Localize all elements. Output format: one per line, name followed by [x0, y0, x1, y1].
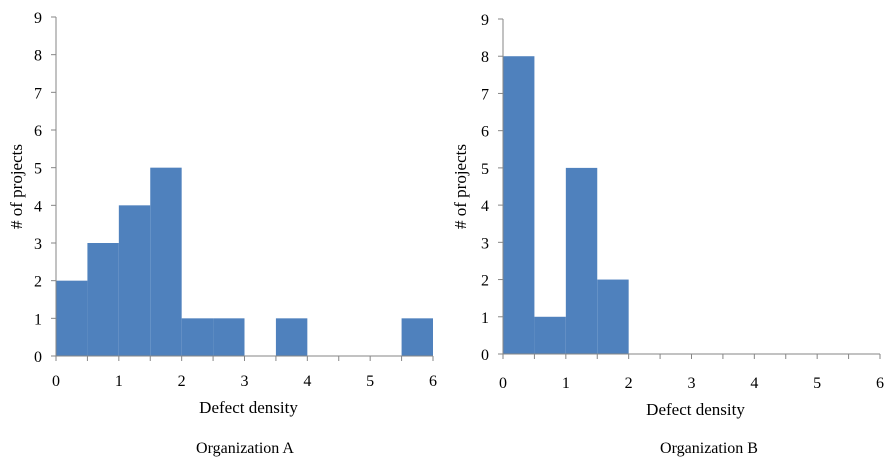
y-tick-label: 1: [481, 310, 489, 327]
y-tick-label: 4: [481, 198, 489, 215]
x-tick-label: 0: [499, 375, 507, 392]
caption-organization-b: Organization B: [660, 440, 758, 457]
y-tick-label: 9: [481, 12, 489, 29]
x-tick-label: 4: [303, 373, 311, 390]
histogram-bar: [275, 318, 308, 356]
x-tick-label: 2: [178, 373, 186, 390]
histogram-organization-a: 0 1 2 3 4 5 6 7 8 9 0 1 2 3 4 5 6 Defect density # of proj…: [7, 10, 437, 417]
histogram-bar: [534, 316, 566, 354]
caption-organization-a: Organization A: [196, 440, 294, 457]
x-tick-label: 2: [625, 375, 633, 392]
histogram-bar: [503, 56, 535, 354]
y-tick-label: 6: [481, 124, 489, 141]
x-tick-label: 6: [876, 375, 884, 392]
y-tick-label: 0: [34, 349, 42, 366]
x-tick-label: 0: [52, 373, 60, 390]
y-tick-label: 3: [34, 236, 42, 253]
x-tick-label: 1: [115, 373, 123, 390]
histogram-bar: [565, 167, 598, 354]
histogram-bar: [401, 318, 433, 356]
x-axis-label: Defect density: [199, 398, 298, 417]
y-tick-label: 8: [34, 48, 42, 65]
histogram-bar: [150, 167, 182, 356]
y-axis-label: # of projects: [451, 144, 470, 229]
x-tick-label: 3: [241, 373, 249, 390]
x-tick-label: 3: [688, 375, 696, 392]
x-axis-label: Defect density: [646, 400, 745, 419]
histogram-organization-b: 0 1 2 3 4 5 6 7 8 9 0 1 2 3 4 5 6 Defect density # of proj…: [451, 12, 884, 419]
y-tick-label: 7: [481, 86, 489, 103]
x-tick-label: 4: [750, 375, 758, 392]
y-tick-label: 7: [34, 85, 42, 102]
y-tick-label: 5: [481, 161, 489, 178]
x-tick-label: 5: [366, 373, 374, 390]
y-tick-label: 4: [34, 198, 42, 215]
y-tick-label: 3: [481, 235, 489, 252]
y-tick-label: 0: [481, 347, 489, 364]
x-tick-label: 1: [562, 375, 570, 392]
histogram-bar: [87, 243, 119, 356]
y-tick-label: 9: [34, 10, 42, 27]
histogram-bar: [118, 205, 151, 356]
histogram-bar: [213, 318, 245, 356]
y-tick-label: 1: [34, 311, 42, 328]
x-tick-label: 5: [813, 375, 821, 392]
histogram-bar: [597, 279, 629, 354]
histogram-bar: [181, 318, 214, 356]
y-tick-label: 5: [34, 161, 42, 178]
histogram-bar: [56, 280, 88, 356]
y-tick-label: 2: [34, 274, 42, 291]
y-axis-label: # of projects: [7, 144, 26, 229]
y-tick-label: 8: [481, 49, 489, 66]
y-tick-label: 2: [481, 273, 489, 290]
x-tick-label: 6: [429, 373, 437, 390]
y-tick-label: 6: [34, 123, 42, 140]
